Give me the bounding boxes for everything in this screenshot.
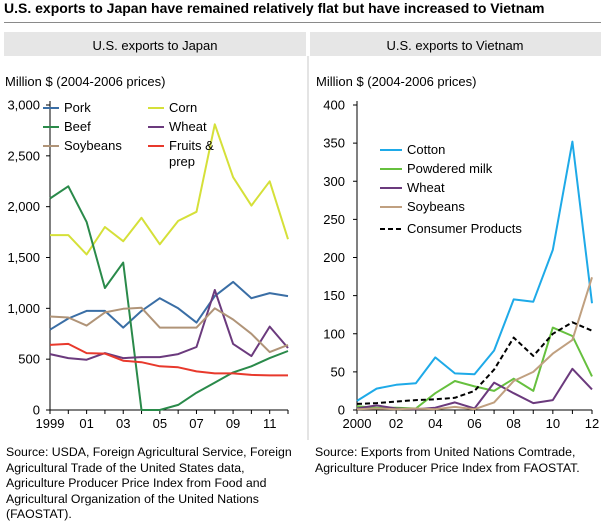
- japan-series-wheat: [49, 289, 289, 361]
- japan-chart-title: U.S. exports to Japan: [92, 38, 217, 53]
- japan-legend-label-fruits-prep-cont: prep: [169, 154, 195, 169]
- source-note-vietnam: Source: Exports from United Nations Comt…: [315, 445, 580, 475]
- japan-legend-label-soybeans: Soybeans: [64, 138, 122, 153]
- japan-y-tick-label: 500: [18, 352, 40, 367]
- japan-x-tick-label: 1999: [36, 416, 65, 431]
- vietnam-x-tick-label: 12: [585, 416, 599, 431]
- vietnam-series-powdered-milk: [356, 326, 593, 410]
- vietnam-y-tick-label: 200: [323, 250, 345, 265]
- vietnam-series-cotton: [356, 140, 593, 402]
- vietnam-x-tick-label: 08: [506, 416, 520, 431]
- vietnam-x-tick-label: 10: [546, 416, 560, 431]
- vietnam-legend-label-cotton: Cotton: [407, 142, 445, 157]
- vietnam-legend-label-consumer-products: Consumer Products: [407, 221, 522, 236]
- title-divider: [4, 22, 601, 23]
- japan-y-tick-label: 2,000: [7, 199, 40, 214]
- vietnam-plot: 0 50 100 150 200 250 300 350 400 2000 02 04 06 08 10 12…: [323, 98, 599, 432]
- page-title: U.S. exports to Japan have remained rela…: [4, 0, 545, 16]
- japan-legend-label-corn: Corn: [169, 100, 197, 115]
- japan-x-tick-label: 03: [116, 416, 130, 431]
- japan-y-axis-label: Million $ (2004-2006 prices): [5, 74, 165, 89]
- japan-series-soybeans: [49, 306, 289, 354]
- japan-series-pork: [49, 280, 289, 331]
- japan-y-tick-label: 2,500: [7, 148, 40, 163]
- vietnam-x-tick-label: 04: [428, 416, 442, 431]
- japan-series-corn: [50, 123, 289, 256]
- vietnam-chart-title: U.S. exports to Vietnam: [386, 38, 523, 53]
- japan-x-tick-label: 05: [153, 416, 167, 431]
- vietnam-y-tick-label: 250: [323, 212, 345, 227]
- japan-series-fruits-prep: [49, 342, 288, 377]
- japan-x-tick-label: 11: [263, 416, 277, 431]
- japan-legend-label-fruits-prep: Fruits &: [169, 138, 214, 153]
- source-note-japan: Source: USDA, Foreign Agricultural Servi…: [6, 445, 292, 521]
- vietnam-x-tick-label: 02: [389, 416, 403, 431]
- japan-x-tick-label: 09: [226, 416, 240, 431]
- vietnam-y-tick-label: 100: [323, 326, 345, 341]
- japan-x-tick-label: 07: [189, 416, 203, 431]
- vietnam-y-tick-label: 400: [323, 98, 345, 113]
- vietnam-y-tick-label: 350: [323, 136, 345, 151]
- vietnam-series-consumer-products: [356, 321, 593, 405]
- japan-y-tick-label: 1,500: [7, 250, 40, 265]
- japan-legend-label-beef: Beef: [64, 119, 91, 134]
- japan-legend-label-wheat: Wheat: [169, 119, 207, 134]
- vietnam-legend-label-powdered-milk: Powdered milk: [407, 161, 493, 176]
- vietnam-x-tick-label: 06: [467, 416, 481, 431]
- vietnam-legend-label-soybeans: Soybeans: [407, 199, 465, 214]
- vietnam-y-tick-label: 300: [323, 174, 345, 189]
- japan-plot: 0 500 1,000 1,500 2,000 2,500 3,000 1999 01 03 05 0…: [7, 98, 289, 431]
- japan-y-tick-label: 0: [33, 403, 40, 418]
- vietnam-y-tick-label: 0: [338, 403, 345, 418]
- vietnam-legend-label-wheat: Wheat: [407, 180, 445, 195]
- japan-legend-label-pork: Pork: [64, 100, 91, 115]
- japan-series-beef: [49, 185, 289, 411]
- vietnam-y-tick-label: 50: [331, 364, 345, 379]
- vietnam-series-soybeans: [356, 277, 593, 411]
- japan-x-tick-label: 01: [79, 416, 93, 431]
- vietnam-y-tick-label: 150: [323, 288, 345, 303]
- vietnam-y-axis-label: Million $ (2004-2006 prices): [316, 74, 476, 89]
- vietnam-x-tick-label: 2000: [343, 416, 372, 431]
- vietnam-panel-header-band: [310, 32, 601, 56]
- japan-y-tick-label: 1,000: [7, 301, 40, 316]
- japan-y-tick-label: 3,000: [7, 98, 40, 113]
- japan-panel-header-band: [4, 32, 306, 56]
